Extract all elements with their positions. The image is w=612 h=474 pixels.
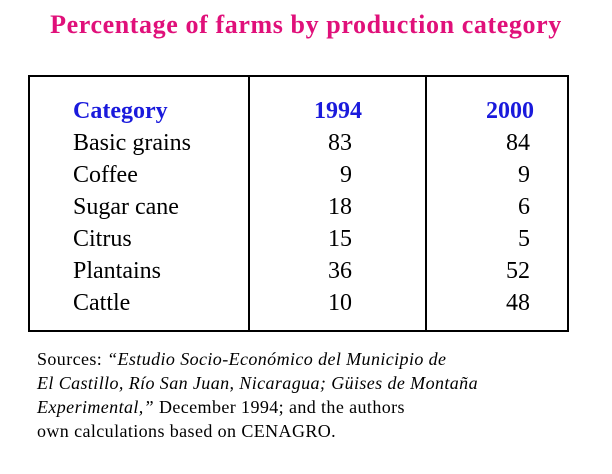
table-cell-1994: 15: [328, 226, 352, 252]
sources-line-3: Experimental,” December 1994; and the au…: [37, 395, 597, 419]
table-cell-2000: 84: [506, 130, 530, 156]
table-cell-2000: 5: [518, 226, 530, 252]
column-divider-1994: [248, 77, 250, 330]
table-cell-2000: 9: [518, 162, 530, 188]
table-cell-category: Cattle: [73, 290, 131, 316]
chart-title: Percentage of farms by production catego…: [50, 10, 562, 39]
sources-date-note: December 1994; and the authors: [154, 397, 405, 417]
table-cell-2000: 52: [506, 258, 530, 284]
header-1994: 1994: [314, 98, 362, 124]
sources-line-1: Sources: “Estudio Socio-Económico del Mu…: [37, 347, 597, 371]
sources-note: Sources: “Estudio Socio-Económico del Mu…: [37, 347, 597, 443]
table-cell-category: Basic grains: [73, 130, 191, 156]
header-category: Category: [73, 98, 168, 124]
column-divider-2000: [425, 77, 427, 330]
sources-title-part-1: “Estudio Socio-Económico del Municipio d…: [107, 349, 447, 369]
table-cell-2000: 6: [518, 194, 530, 220]
sources-line-2: El Castillo, Río San Juan, Nicaragua; Gü…: [37, 371, 597, 395]
table-cell-1994: 10: [328, 290, 352, 316]
sources-title-part-3: Experimental,”: [37, 397, 155, 417]
table-cell-category: Sugar cane: [73, 194, 179, 220]
table-cell-category: Plantains: [73, 258, 161, 284]
sources-lead: Sources:: [37, 349, 108, 369]
table-cell-1994: 36: [328, 258, 352, 284]
table-cell-1994: 18: [328, 194, 352, 220]
table-cell-category: Citrus: [73, 226, 132, 252]
table-cell-2000: 48: [506, 290, 530, 316]
table-cell-1994: 83: [328, 130, 352, 156]
header-2000: 2000: [486, 98, 534, 124]
table-cell-category: Coffee: [73, 162, 138, 188]
table-cell-1994: 9: [340, 162, 352, 188]
data-table: Category 1994 2000 Basic grains 83 84 Coffe…: [28, 75, 569, 332]
sources-title-part-2: El Castillo, Río San Juan, Nicaragua; Gü…: [37, 373, 478, 393]
sources-line-4: own calculations based on CENAGRO.: [37, 421, 337, 441]
